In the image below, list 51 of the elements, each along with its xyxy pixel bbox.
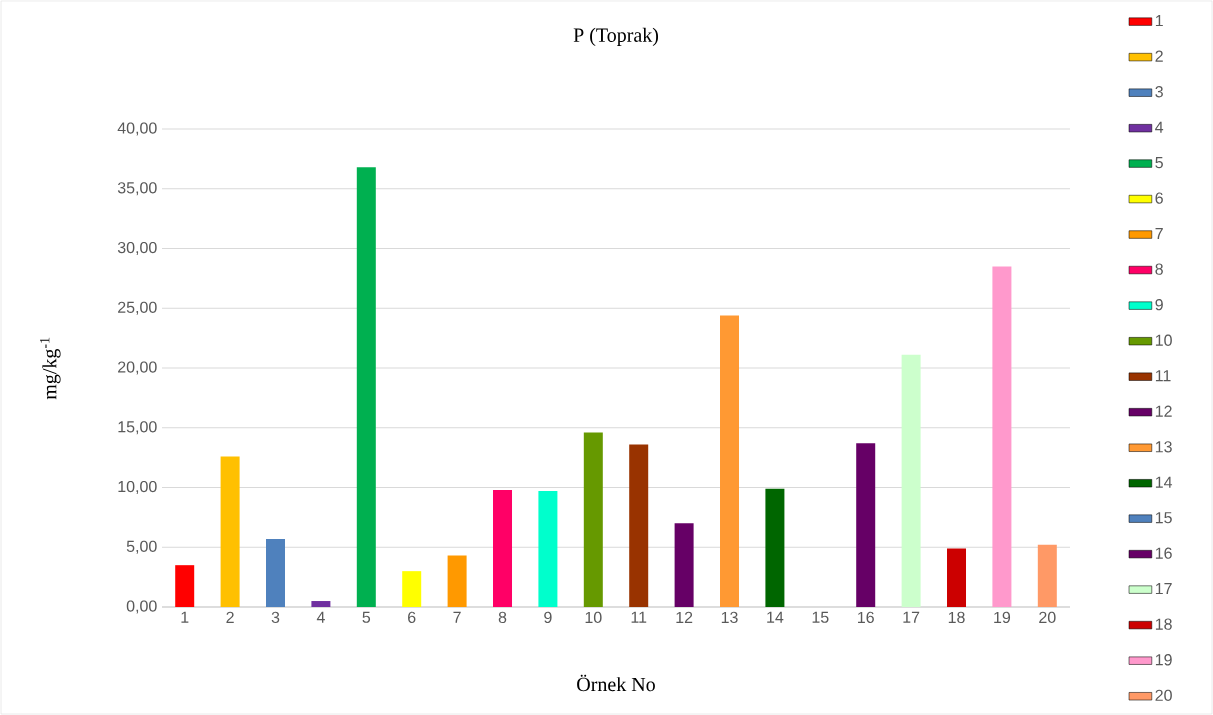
y-tick-label: 5,00 [126,540,157,554]
x-tick-label: 9 [544,611,552,624]
legend-label: 17 [1155,583,1172,595]
x-tick-label: 14 [767,611,784,623]
x-tick-label: 4 [316,611,325,623]
x-tick-label: 10 [585,611,602,624]
legend-label: 19 [1155,654,1172,666]
x-tick-label: 15 [812,611,829,623]
legend-label: 4 [1155,121,1164,133]
x-tick-label: 17 [903,611,920,623]
x-tick-label: 11 [631,611,647,623]
legend-label: 9 [1155,299,1163,311]
x-tick-label: 18 [948,611,965,624]
x-tick-label: 7 [453,611,461,623]
y-tick-label: 40,00 [117,122,157,136]
y-tick-label: 30,00 [117,241,157,256]
y-tick-label: 0,00 [126,600,157,614]
legend-label: 10 [1155,334,1172,346]
x-tick-label: 8 [498,611,507,624]
legend-label: 3 [1155,86,1163,98]
legend-label: 15 [1155,512,1172,524]
legend-label: 13 [1155,441,1172,453]
legend-label: 1 [1155,15,1163,27]
legend-label: 5 [1155,157,1163,169]
x-tick-label: 1 [181,611,189,623]
y-tick-label: 20,00 [118,361,157,375]
legend-label: 6 [1155,192,1163,204]
legend-label: 2 [1155,50,1163,62]
y-tick-label: 10,00 [118,480,157,495]
x-tick-label: 2 [226,611,234,623]
legend-label: 14 [1155,476,1173,488]
y-tick-label: 25,00 [118,301,157,315]
x-tick-label: 6 [408,611,416,624]
legend-label: 20 [1155,689,1172,701]
x-tick-label: 13 [721,611,738,624]
x-tick-label: 12 [676,611,693,623]
chart-title: P (Toprak) [573,27,659,46]
y-tick-label: 15,00 [118,421,157,435]
legend-label: 8 [1155,263,1163,275]
x-tick-label: 19 [994,611,1011,624]
y-axis-title: mg/kg$^{-1}$ [40,337,61,400]
x-tick-label: 5 [362,611,371,623]
x-tick-label: 16 [858,611,874,624]
x-tick-label: 3 [271,611,280,624]
legend-label: 12 [1155,405,1172,417]
legend-label: 7 [1155,228,1163,240]
legend-label: 11 [1155,370,1171,382]
legend-label: 16 [1155,547,1172,559]
x-axis-title: Örnek No [577,674,655,692]
x-tick-label: 20 [1039,611,1056,624]
y-tick-label: 35,00 [117,182,157,196]
